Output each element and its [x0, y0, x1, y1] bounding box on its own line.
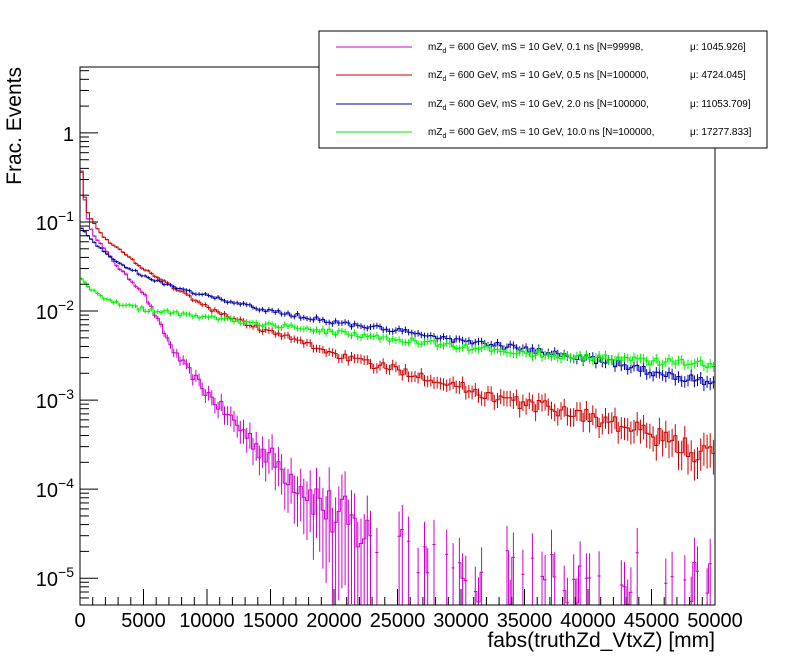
x-tick-label: 40000 [560, 610, 616, 632]
legend-entry-3: mZd = 600 GeV, mS = 10 GeV, 2.0 ns [N=10… [336, 99, 751, 112]
x-tick-label: 15000 [243, 610, 299, 632]
legend-box [318, 30, 768, 149]
x-tick-label: 0 [74, 610, 85, 632]
x-axis-title: fabs(truthZd_VtxZ) [mm] [487, 629, 715, 652]
series-error-bars [81, 277, 714, 373]
x-tick-label: 5000 [121, 610, 166, 632]
x-tick-label: 50000 [687, 610, 743, 632]
series-line [79, 171, 715, 605]
legend-mean: μ: 4724.045] [690, 70, 746, 81]
series-4 [79, 277, 715, 605]
series-3 [79, 227, 715, 605]
legend-entry-1: mZd = 600 GeV, mS = 10 GeV, 0.1 ns [N=99… [336, 42, 746, 55]
ticks-layer: 0 5000 10000 15000 20000 25000 30000 35000 40000… [36, 70, 743, 632]
y-tick-label: 10−5 [36, 564, 74, 591]
series-line [79, 170, 712, 606]
series-1 [79, 170, 712, 606]
legend-mean: μ: 1045.926] [690, 42, 746, 53]
legend-entry-2: mZd = 600 GeV, mS = 10 GeV, 0.5 ns [N=10… [336, 70, 746, 83]
series-error-bars [81, 170, 711, 605]
x-tick-label: 20000 [306, 610, 362, 632]
x-tick-label: 45000 [624, 610, 680, 632]
legend-label: mZd = 600 GeV, mS = 10 GeV, 10.0 ns [N=1… [428, 127, 654, 140]
series-layer [79, 170, 715, 606]
x-tick-label: 30000 [433, 610, 489, 632]
legend-label: mZd = 600 GeV, mS = 10 GeV, 0.5 ns [N=10… [428, 70, 649, 83]
series-line [79, 227, 715, 605]
legend-label: mZd = 600 GeV, mS = 10 GeV, 2.0 ns [N=10… [428, 99, 649, 112]
y-tick-label: 10−2 [36, 297, 74, 324]
y-tick-label: 1 [63, 124, 74, 146]
y-axis-title: Frac. Events [3, 67, 26, 185]
legend: mZd = 600 GeV, mS = 10 GeV, 0.1 ns [N=99… [318, 30, 768, 149]
x-tick-label: 10000 [179, 610, 235, 632]
x-tick-label: 25000 [370, 610, 426, 632]
y-tick-label: 10−4 [36, 475, 74, 502]
series-error-bars [81, 171, 714, 481]
legend-mean: μ: 17277.833] [690, 127, 752, 138]
series-line [79, 278, 715, 605]
legend-label: mZd = 600 GeV, mS = 10 GeV, 0.1 ns [N=99… [428, 42, 643, 55]
legend-mean: μ: 11053.709] [690, 99, 751, 110]
y-tick-label: 10−1 [36, 208, 74, 235]
legend-entry-4: mZd = 600 GeV, mS = 10 GeV, 10.0 ns [N=1… [336, 127, 752, 140]
series-2 [79, 171, 715, 605]
x-tick-label: 35000 [497, 610, 553, 632]
y-tick-label: 10−3 [36, 386, 74, 413]
